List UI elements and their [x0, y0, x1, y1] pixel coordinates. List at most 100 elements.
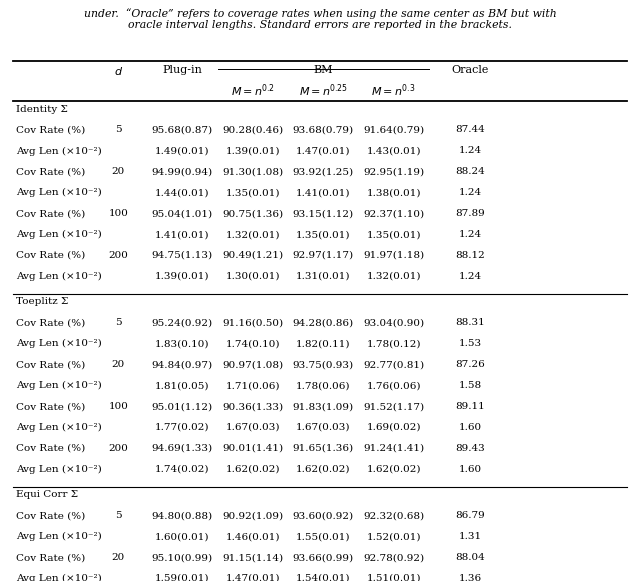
- Text: 1.60: 1.60: [459, 465, 482, 474]
- Text: 90.75(1.36): 90.75(1.36): [222, 209, 284, 218]
- Text: 1.47(0.01): 1.47(0.01): [296, 146, 351, 155]
- Text: 95.04(1.01): 95.04(1.01): [152, 209, 213, 218]
- Text: 93.68(0.79): 93.68(0.79): [292, 125, 354, 134]
- Text: $M = n^{0.3}$: $M = n^{0.3}$: [371, 83, 416, 99]
- Text: 1.60(0.01): 1.60(0.01): [155, 532, 210, 541]
- Text: 89.11: 89.11: [456, 402, 485, 411]
- Text: 1.43(0.01): 1.43(0.01): [366, 146, 421, 155]
- Text: Cov Rate (%): Cov Rate (%): [16, 511, 85, 520]
- Text: 90.36(1.33): 90.36(1.33): [222, 402, 284, 411]
- Text: 88.12: 88.12: [456, 251, 485, 260]
- Text: 1.55(0.01): 1.55(0.01): [296, 532, 351, 541]
- Text: 1.41(0.01): 1.41(0.01): [296, 188, 351, 197]
- Text: 1.58: 1.58: [459, 381, 482, 390]
- Text: 5: 5: [115, 318, 122, 327]
- Text: 88.31: 88.31: [456, 318, 485, 327]
- Text: 1.53: 1.53: [459, 339, 482, 348]
- Text: 1.32(0.01): 1.32(0.01): [225, 230, 280, 239]
- Text: 1.60: 1.60: [459, 423, 482, 432]
- Text: 92.77(0.81): 92.77(0.81): [363, 360, 424, 369]
- Text: Avg Len (×10⁻²): Avg Len (×10⁻²): [16, 574, 102, 581]
- Text: 1.78(0.12): 1.78(0.12): [366, 339, 421, 348]
- Text: 1.62(0.02): 1.62(0.02): [225, 465, 280, 474]
- Text: 86.79: 86.79: [456, 511, 485, 520]
- Text: 89.43: 89.43: [456, 444, 485, 453]
- Text: 200: 200: [108, 444, 129, 453]
- Text: Cov Rate (%): Cov Rate (%): [16, 167, 85, 176]
- Text: 94.69(1.33): 94.69(1.33): [152, 444, 213, 453]
- Text: 1.35(0.01): 1.35(0.01): [366, 230, 421, 239]
- Text: oracle interval lengths. Standard errors are reported in the brackets.: oracle interval lengths. Standard errors…: [128, 20, 512, 30]
- Text: Avg Len (×10⁻²): Avg Len (×10⁻²): [16, 532, 102, 541]
- Text: 200: 200: [108, 251, 129, 260]
- Text: Avg Len (×10⁻²): Avg Len (×10⁻²): [16, 339, 102, 349]
- Text: 94.84(0.97): 94.84(0.97): [152, 360, 213, 369]
- Text: 88.24: 88.24: [456, 167, 485, 176]
- Text: 1.38(0.01): 1.38(0.01): [366, 188, 421, 197]
- Text: Cov Rate (%): Cov Rate (%): [16, 209, 85, 218]
- Text: 1.71(0.06): 1.71(0.06): [225, 381, 280, 390]
- Text: 5: 5: [115, 125, 122, 134]
- Text: 91.97(1.18): 91.97(1.18): [363, 251, 424, 260]
- Text: 1.83(0.10): 1.83(0.10): [155, 339, 210, 348]
- Text: 87.44: 87.44: [456, 125, 485, 134]
- Text: 1.31(0.01): 1.31(0.01): [296, 272, 351, 281]
- Text: 1.24: 1.24: [459, 272, 482, 281]
- Text: 1.74(0.02): 1.74(0.02): [155, 465, 210, 474]
- Text: Avg Len (×10⁻²): Avg Len (×10⁻²): [16, 272, 102, 281]
- Text: 92.78(0.92): 92.78(0.92): [363, 553, 424, 562]
- Text: BM: BM: [314, 65, 333, 75]
- Text: 1.62(0.02): 1.62(0.02): [366, 465, 421, 474]
- Text: $d$: $d$: [114, 65, 123, 77]
- Text: 94.28(0.86): 94.28(0.86): [292, 318, 354, 327]
- Text: 1.41(0.01): 1.41(0.01): [155, 230, 210, 239]
- Text: 92.32(0.68): 92.32(0.68): [363, 511, 424, 520]
- Text: 94.75(1.13): 94.75(1.13): [152, 251, 213, 260]
- Text: 1.76(0.06): 1.76(0.06): [366, 381, 421, 390]
- Text: 1.67(0.03): 1.67(0.03): [225, 423, 280, 432]
- Text: Avg Len (×10⁻²): Avg Len (×10⁻²): [16, 381, 102, 390]
- Text: 100: 100: [108, 402, 129, 411]
- Text: Oracle: Oracle: [452, 65, 489, 75]
- Text: 90.92(1.09): 90.92(1.09): [222, 511, 284, 520]
- Text: 90.01(1.41): 90.01(1.41): [222, 444, 284, 453]
- Text: 1.49(0.01): 1.49(0.01): [155, 146, 210, 155]
- Text: 1.54(0.01): 1.54(0.01): [296, 574, 351, 581]
- Text: 1.31: 1.31: [459, 532, 482, 541]
- Text: 5: 5: [115, 511, 122, 520]
- Text: 87.89: 87.89: [456, 209, 485, 218]
- Text: 95.10(0.99): 95.10(0.99): [152, 553, 213, 562]
- Text: Cov Rate (%): Cov Rate (%): [16, 360, 85, 369]
- Text: 1.52(0.01): 1.52(0.01): [366, 532, 421, 541]
- Text: 1.67(0.03): 1.67(0.03): [296, 423, 351, 432]
- Text: 95.68(0.87): 95.68(0.87): [152, 125, 213, 134]
- Text: 91.24(1.41): 91.24(1.41): [363, 444, 424, 453]
- Text: Avg Len (×10⁻²): Avg Len (×10⁻²): [16, 188, 102, 198]
- Text: 1.62(0.02): 1.62(0.02): [296, 465, 351, 474]
- Text: Equi Corr Σ: Equi Corr Σ: [16, 490, 78, 499]
- Text: 1.44(0.01): 1.44(0.01): [155, 188, 210, 197]
- Text: 90.28(0.46): 90.28(0.46): [222, 125, 284, 134]
- Text: 95.24(0.92): 95.24(0.92): [152, 318, 213, 327]
- Text: 1.69(0.02): 1.69(0.02): [366, 423, 421, 432]
- Text: 1.30(0.01): 1.30(0.01): [225, 272, 280, 281]
- Text: 94.99(0.94): 94.99(0.94): [152, 167, 213, 176]
- Text: 1.32(0.01): 1.32(0.01): [366, 272, 421, 281]
- Text: 93.92(1.25): 93.92(1.25): [292, 167, 354, 176]
- Text: 1.39(0.01): 1.39(0.01): [155, 272, 210, 281]
- Text: 1.59(0.01): 1.59(0.01): [155, 574, 210, 581]
- Text: 100: 100: [108, 209, 129, 218]
- Text: Avg Len (×10⁻²): Avg Len (×10⁻²): [16, 146, 102, 156]
- Text: 87.26: 87.26: [456, 360, 485, 369]
- Text: Cov Rate (%): Cov Rate (%): [16, 251, 85, 260]
- Text: 1.35(0.01): 1.35(0.01): [296, 230, 351, 239]
- Text: 1.39(0.01): 1.39(0.01): [225, 146, 280, 155]
- Text: 1.24: 1.24: [459, 230, 482, 239]
- Text: 20: 20: [112, 167, 125, 176]
- Text: 20: 20: [112, 360, 125, 369]
- Text: 1.78(0.06): 1.78(0.06): [296, 381, 351, 390]
- Text: 1.81(0.05): 1.81(0.05): [155, 381, 210, 390]
- Text: 92.97(1.17): 92.97(1.17): [292, 251, 354, 260]
- Text: Toeplitz Σ: Toeplitz Σ: [16, 297, 68, 306]
- Text: 91.15(1.14): 91.15(1.14): [222, 553, 284, 562]
